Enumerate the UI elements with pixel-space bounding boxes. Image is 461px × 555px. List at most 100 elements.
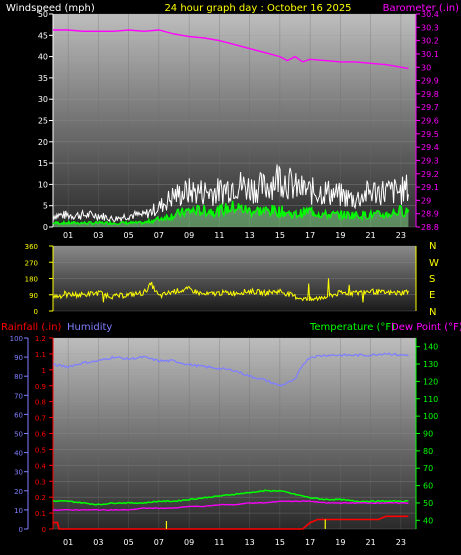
wind-tick-label: 50	[38, 10, 48, 19]
barometer-tick-label: 29.8	[421, 90, 439, 99]
barometer-tick-label: 28.9	[421, 210, 439, 219]
barometer-tick-label: 30.1	[421, 50, 439, 59]
wind-x-tick-label: 21	[366, 231, 376, 240]
humidity-tick-label: 20	[14, 488, 23, 496]
temperature-tick-label: 40	[423, 516, 433, 525]
wind-x-tick-label: 03	[93, 231, 103, 240]
rainfall-tick-label: 0.6	[35, 431, 47, 439]
rainfall-line	[53, 515, 409, 530]
rainfall-tick-label: 0.2	[35, 494, 46, 502]
rainfall-tick-label: 0.4	[35, 462, 47, 470]
rain-x-tick-label: 01	[63, 538, 73, 547]
barometer-tick-label: 29.9	[421, 77, 439, 86]
barometer-tick-label: 29.7	[421, 103, 439, 112]
barometer-line	[53, 29, 409, 70]
wind-tick-label: 40	[38, 53, 48, 62]
rain-x-tick-label: 21	[366, 538, 376, 547]
humidity-tick-label: 10	[14, 507, 23, 515]
wind-tick-label: 20	[38, 138, 48, 147]
temperature-tick-label: 70	[423, 464, 433, 473]
direction-tick-label: 270	[25, 259, 38, 267]
wind-x-tick-label: 01	[63, 231, 73, 240]
humidity-tick-label: 90	[14, 354, 23, 362]
wind-average-line	[52, 200, 410, 226]
compass-label: N	[429, 241, 436, 252]
wind-tick-label: 35	[38, 74, 48, 83]
chart-title: 24 hour graph day : October 16 2025	[164, 3, 351, 14]
temperature-tick-label: 60	[423, 482, 433, 491]
wind-x-tick-label: 15	[275, 231, 285, 240]
barometer-tick-label: 29.4	[421, 143, 439, 152]
barometer-tick-label: 29	[421, 196, 431, 205]
rain-x-tick-label: 05	[124, 538, 134, 547]
rainfall-tick-label: 0.7	[35, 415, 46, 423]
compass-label: N	[429, 307, 436, 318]
rain-x-tick-label: 23	[396, 538, 406, 547]
barometer-tick-label: 28.8	[421, 223, 439, 232]
temperature-tick-label: 50	[423, 499, 433, 508]
barometer-tick-label: 29.6	[421, 117, 439, 126]
rainfall-tick-label: 0.5	[35, 446, 46, 454]
rain-x-tick-label: 19	[335, 538, 345, 547]
rain-x-tick-label: 03	[93, 538, 103, 547]
rainfall-tick-label: 0.3	[35, 478, 46, 486]
wind-tick-label: 5	[43, 202, 48, 211]
wind-tick-label: 30	[38, 95, 48, 104]
barometer-axis-title: Barometer (.in)	[383, 3, 459, 14]
rainfall-tick-label: 0.9	[35, 383, 46, 391]
humidity-tick-label: 80	[14, 373, 23, 381]
wind-direction-line	[52, 278, 409, 303]
dewpoint-axis-title: Dew Point (°F)	[391, 322, 461, 333]
compass-label: W	[429, 258, 439, 269]
humidity-tick-label: 50	[14, 431, 23, 439]
temperature-tick-label: 110	[423, 395, 438, 404]
barometer-tick-label: 30.4	[421, 10, 439, 19]
barometer-tick-label: 29.2	[421, 170, 439, 179]
wind-tick-label: 10	[38, 180, 48, 189]
wind-tick-label: 45	[38, 31, 48, 40]
temperature-tick-label: 120	[423, 377, 438, 386]
wind-x-tick-label: 17	[305, 231, 315, 240]
humidity-tick-label: 30	[14, 469, 23, 477]
humidity-tick-label: 60	[14, 411, 23, 419]
compass-label: E	[429, 290, 435, 301]
rainfall-tick-label: 0.1	[35, 510, 46, 518]
direction-tick-label: 360	[25, 243, 38, 251]
rain-x-tick-label: 09	[184, 538, 194, 547]
temperature-tick-label: 90	[423, 430, 433, 439]
rainfall-tick-label: 0	[42, 526, 46, 534]
rain-x-tick-label: 17	[305, 538, 315, 547]
direction-tick-label: 180	[25, 276, 38, 284]
temperature-axis-title: Temperature (°F)	[309, 322, 395, 333]
humidity-tick-label: 40	[14, 450, 23, 458]
wind-tick-label: 0	[43, 223, 48, 232]
wind-gust-line	[52, 164, 409, 223]
humidity-tick-label: 70	[14, 392, 23, 400]
rainfall-tick-label: 1.1	[35, 351, 46, 359]
wind-x-tick-label: 13	[245, 231, 255, 240]
barometer-tick-label: 29.5	[421, 130, 439, 139]
wind-tick-label: 15	[38, 159, 48, 168]
temperature-tick-label: 130	[423, 360, 438, 369]
barometer-tick-label: 30.2	[421, 37, 439, 46]
wind-x-tick-label: 07	[154, 231, 164, 240]
wind-x-tick-label: 11	[214, 231, 224, 240]
rain-x-tick-label: 13	[245, 538, 255, 547]
wind-average-fill	[53, 200, 409, 227]
barometer-tick-label: 30	[421, 63, 431, 72]
rain-x-tick-label: 11	[214, 538, 224, 547]
direction-tick-label: 0	[34, 308, 38, 316]
humidity-axis-title: Humidity	[67, 322, 112, 333]
rain-x-tick-label: 15	[275, 538, 285, 547]
rain-x-tick-label: 07	[154, 538, 164, 547]
humidity-tick-label: 0	[19, 526, 23, 534]
temperature-tick-label: 80	[423, 447, 433, 456]
compass-label: S	[429, 274, 435, 285]
barometer-tick-label: 30.3	[421, 23, 439, 32]
humidity-tick-label: 100	[10, 335, 23, 343]
wind-x-tick-label: 19	[335, 231, 345, 240]
wind-tick-label: 25	[38, 117, 48, 126]
temperature-tick-label: 140	[423, 343, 438, 352]
